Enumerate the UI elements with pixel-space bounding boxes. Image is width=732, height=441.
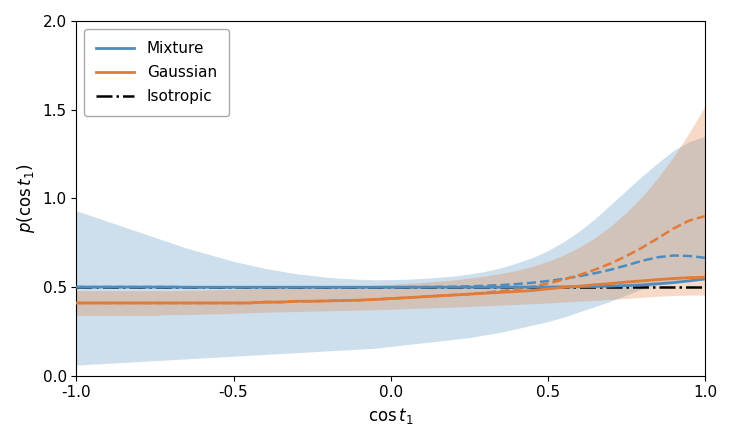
Gaussian: [386, 296, 395, 301]
Mixture: [214, 284, 223, 290]
Gaussian: [214, 300, 223, 306]
Gaussian: [606, 281, 615, 286]
Mixture: [481, 284, 490, 290]
Gaussian: [449, 292, 458, 298]
Mixture: [198, 284, 206, 290]
Mixture: [135, 284, 143, 290]
Mixture: [465, 284, 474, 290]
Gaussian: [418, 294, 427, 299]
Mixture: [261, 284, 269, 290]
Gaussian: [229, 300, 238, 306]
Mixture: [418, 284, 427, 290]
Mixture: [307, 284, 316, 290]
Mixture: [575, 284, 583, 289]
Gaussian: [512, 289, 520, 294]
Gaussian: [119, 300, 128, 306]
Line: Mixture: Mixture: [76, 279, 705, 287]
Mixture: [386, 284, 395, 290]
Gaussian: [465, 292, 474, 297]
Mixture: [339, 284, 348, 290]
Mixture: [103, 284, 112, 290]
Gaussian: [622, 280, 631, 285]
Mixture: [324, 284, 332, 290]
Gaussian: [88, 300, 97, 306]
Gaussian: [433, 293, 442, 299]
Gaussian: [166, 300, 175, 306]
Gaussian: [669, 276, 678, 281]
Mixture: [528, 284, 537, 290]
Mixture: [72, 284, 81, 290]
Gaussian: [496, 290, 505, 295]
Gaussian: [701, 275, 709, 280]
Gaussian: [481, 291, 490, 296]
Gaussian: [198, 300, 206, 306]
Mixture: [622, 283, 631, 288]
Gaussian: [591, 282, 600, 288]
Mixture: [701, 277, 709, 282]
Gaussian: [72, 300, 81, 306]
Gaussian: [182, 300, 191, 306]
Mixture: [276, 284, 285, 290]
Gaussian: [292, 299, 301, 304]
Mixture: [119, 284, 128, 290]
Mixture: [512, 284, 520, 290]
Mixture: [685, 278, 694, 284]
Mixture: [402, 284, 411, 290]
Gaussian: [245, 300, 254, 306]
Mixture: [606, 284, 615, 289]
Mixture: [591, 284, 600, 289]
Mixture: [433, 284, 442, 290]
Mixture: [638, 282, 646, 288]
Y-axis label: $p(\cos t_1)$: $p(\cos t_1)$: [15, 164, 37, 233]
Legend: Mixture, Gaussian, Isotropic: Mixture, Gaussian, Isotropic: [84, 29, 229, 116]
Mixture: [88, 284, 97, 290]
Mixture: [151, 284, 160, 290]
Gaussian: [654, 277, 662, 282]
Gaussian: [559, 285, 568, 290]
Line: Gaussian: Gaussian: [76, 277, 705, 303]
Mixture: [370, 284, 379, 290]
Gaussian: [276, 299, 285, 305]
Gaussian: [402, 295, 411, 300]
Gaussian: [339, 298, 348, 303]
Gaussian: [543, 286, 552, 292]
Gaussian: [324, 298, 332, 303]
Gaussian: [528, 288, 537, 293]
Mixture: [245, 284, 254, 290]
Gaussian: [355, 298, 364, 303]
Mixture: [355, 284, 364, 290]
Mixture: [543, 284, 552, 290]
Gaussian: [575, 284, 583, 289]
Mixture: [166, 284, 175, 290]
Mixture: [496, 284, 505, 290]
Mixture: [449, 284, 458, 290]
Mixture: [669, 280, 678, 285]
Gaussian: [370, 297, 379, 302]
Gaussian: [685, 275, 694, 280]
Mixture: [292, 284, 301, 290]
Gaussian: [151, 300, 160, 306]
Mixture: [654, 281, 662, 287]
Gaussian: [307, 299, 316, 304]
Gaussian: [638, 278, 646, 284]
X-axis label: $\cos t_1$: $\cos t_1$: [368, 406, 414, 426]
Mixture: [229, 284, 238, 290]
Mixture: [559, 284, 568, 289]
Gaussian: [103, 300, 112, 306]
Mixture: [182, 284, 191, 290]
Gaussian: [261, 299, 269, 305]
Gaussian: [135, 300, 143, 306]
